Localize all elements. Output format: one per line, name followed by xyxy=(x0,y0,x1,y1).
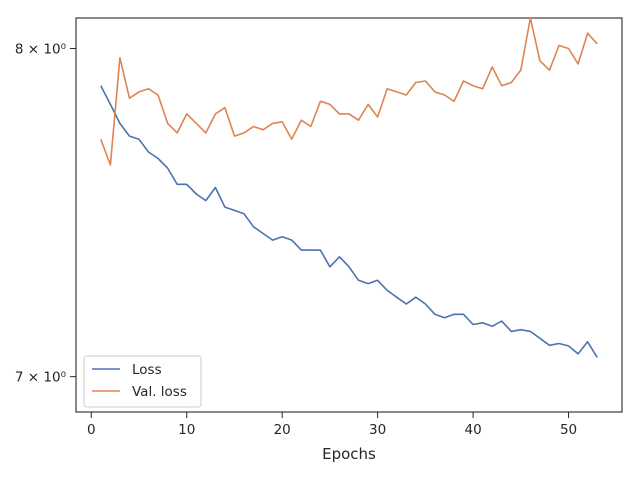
series-layer xyxy=(100,17,598,358)
plot-frame xyxy=(75,17,623,413)
plot-area xyxy=(75,17,623,413)
series-line-val-loss xyxy=(100,17,598,166)
x-axis: 0 10 20 30 40 50 xyxy=(87,412,577,438)
x-tick-label: 50 xyxy=(560,422,577,438)
x-tick-label: 10 xyxy=(178,422,195,438)
x-axis-label: Epochs xyxy=(322,445,376,463)
x-tick-label: 40 xyxy=(464,422,481,438)
x-tick-label: 30 xyxy=(369,422,386,438)
y-tick-label: 8 × 10⁰ xyxy=(15,42,66,58)
x-tick-label: 20 xyxy=(274,422,291,438)
x-tick-label: 0 xyxy=(87,422,96,438)
legend: Loss Val. loss xyxy=(83,355,202,408)
y-tick-label: 7 × 10⁰ xyxy=(15,370,66,386)
y-axis: 7 × 10⁰ 8 × 10⁰ xyxy=(15,42,76,386)
series-line-loss xyxy=(100,85,598,358)
legend-label: Loss xyxy=(132,362,162,378)
legend-label: Val. loss xyxy=(132,384,187,400)
